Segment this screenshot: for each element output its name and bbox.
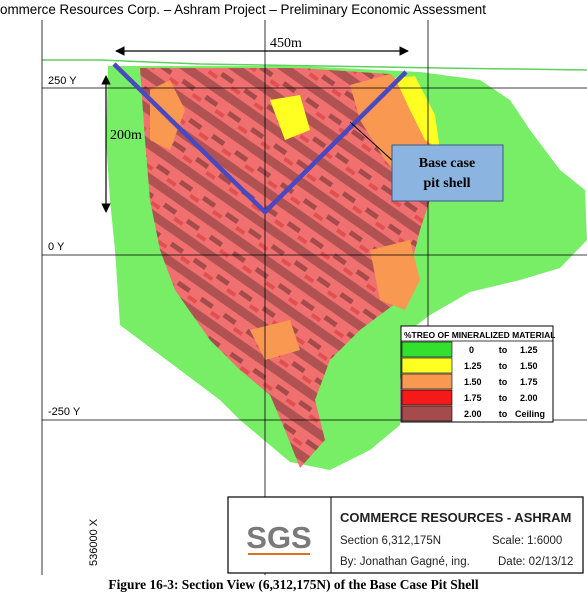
legend-to: to — [499, 409, 508, 419]
callout-line-1: Base case — [419, 156, 475, 171]
legend-to: to — [499, 361, 508, 371]
legend-upper: 1.25 — [520, 345, 538, 355]
medium-grade-fringe-south — [250, 320, 300, 360]
legend-from: 1.50 — [464, 377, 482, 387]
title-block: SGS COMMERCE RESOURCES - ASHRAM Section … — [227, 496, 584, 574]
legend-row: 1.75 to 2.00 — [401, 389, 538, 406]
legend-title: %TREO OF MINERALIZED MATERIAL — [404, 330, 555, 340]
legend-row: 1.25 to 1.50 — [401, 357, 538, 374]
legend-from: 1.75 — [464, 393, 482, 403]
legend-from: 1.25 — [464, 361, 482, 371]
title-block-section: Section 6,312,175N — [340, 535, 441, 547]
title-block-scale: Scale: 1:6000 — [492, 535, 562, 547]
axis-label-0y: 0 Y — [48, 241, 65, 253]
legend-from: 0 — [469, 345, 474, 355]
medium-grade-fringe-north — [395, 76, 440, 150]
medium-grade-fringe-deep — [270, 95, 310, 140]
axis-label-250y: 250 Y — [48, 75, 77, 87]
legend-from: 2.00 — [464, 409, 482, 419]
legend-upper: 1.50 — [520, 361, 538, 371]
legend-row: 1.50 to 1.75 — [401, 373, 538, 390]
legend-upper: 1.75 — [520, 377, 538, 387]
pit-shell-outline — [112, 62, 408, 215]
title-block-company: COMMERCE RESOURCES - ASHRAM — [340, 510, 571, 525]
figure-caption: Figure 16-3: Section View (6,312,175N) o… — [108, 577, 479, 592]
sgs-logo: SGS — [246, 520, 311, 555]
legend-to: to — [499, 393, 508, 403]
depth-dimension-label: 200m — [110, 128, 142, 143]
legend-upper: 2.00 — [520, 393, 538, 403]
mineralized-zone — [140, 68, 430, 468]
axis-label-x: 536000 X — [88, 518, 100, 566]
section-figure: 250 Y 0 Y -250 Y 536000 X 450m 200m Base… — [0, 20, 587, 575]
width-dimension-label: 450m — [270, 36, 302, 51]
document-header: ommerce Resources Corp. – Ashram Project… — [0, 2, 486, 17]
grade-legend: %TREO OF MINERALIZED MATERIAL 0 to 1.25 … — [400, 325, 555, 423]
callout-box — [391, 144, 504, 202]
title-block-date: Date: 02/13/12 — [498, 556, 573, 568]
legend-to: to — [499, 345, 508, 355]
legend-upper: Ceiling — [515, 409, 545, 419]
callout-leader-line — [349, 121, 395, 163]
legend-row: 2.00 to Ceiling — [401, 405, 545, 422]
axis-label-neg250y: -250 Y — [48, 406, 81, 418]
medium-grade-fringe-east — [370, 240, 420, 310]
legend-row: 0 to 1.25 — [401, 341, 538, 358]
title-block-author: By: Jonathan Gagné, ing. — [340, 556, 470, 568]
legend-to: to — [499, 377, 508, 387]
topography-line — [42, 59, 587, 71]
callout-line-2: pit shell — [423, 176, 470, 191]
